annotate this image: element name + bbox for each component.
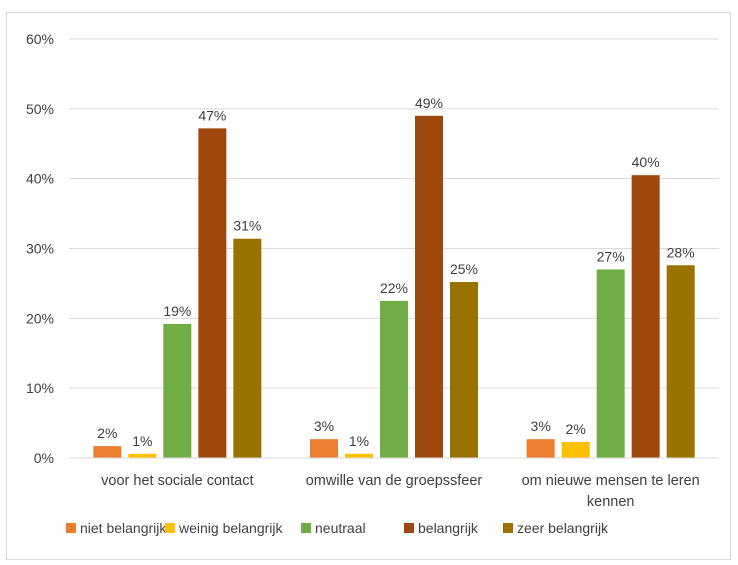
bar-neutraal [380,300,408,458]
legend-label: zeer belangrijk [517,520,609,536]
bar-belangrijk [631,175,660,459]
bar-niet-belangrijk [310,439,338,458]
bar-weinig-belangrijk [561,441,590,458]
bar-weinig-belangrijk [128,453,157,458]
y-tick-label: 30% [26,241,54,257]
data-label: 1% [349,433,369,449]
legend-swatch [165,523,175,533]
bar-niet-belangrijk [526,439,555,458]
data-label: 47% [198,107,226,123]
bar-zeer-belangrijk [666,265,695,458]
bar-chart: 0% 10% 20% 30% 40% 50% 60% 2% 1% 19% 47% 31% 3% 1% 22… [26,31,719,536]
data-label: 28% [667,244,695,260]
data-label: 31% [233,218,261,234]
y-axis: 0% 10% 20% 30% 40% 50% 60% [26,31,54,466]
bar-niet-belangrijk [93,446,122,458]
data-label: 27% [597,248,625,264]
data-label: 1% [132,433,152,449]
bar-neutraal [163,323,192,458]
x-tick-label: voor het sociale contact [101,473,253,489]
bar-neutraal [596,269,625,458]
data-label: 49% [415,95,443,111]
y-tick-label: 50% [26,101,54,117]
y-tick-label: 20% [26,310,54,326]
x-axis: voor het sociale contact omwille van de g… [69,457,719,510]
legend-swatch [503,523,513,533]
data-label: 19% [163,303,191,319]
chart-area: 0% 10% 20% 30% 40% 50% 60% 2% 1% 19% 47% 31% 3% 1% 22… [6,12,731,560]
data-label: 25% [450,261,478,277]
data-labels: 2% 1% 19% 47% 31% 3% 1% 22% 49% 25% 3% 2% 27% 40% 28% [97,95,694,449]
data-label: 22% [380,280,408,296]
x-tick-label: om nieuwe mensen te leren [522,473,700,489]
legend-label: niet belangrijk [80,520,167,536]
bar-zeer-belangrijk [450,282,478,458]
legend-swatch [66,523,76,533]
bar-weinig-belangrijk [345,453,373,458]
y-tick-label: 60% [26,31,54,47]
data-label: 40% [632,154,660,170]
legend-swatch [301,523,311,533]
legend-label: belangrijk [418,520,479,536]
legend-label: weinig belangrijk [178,520,284,536]
x-tick-label: omwille van de groepssfeer [306,473,483,489]
bars [93,115,695,459]
legend-label: neutraal [315,520,366,536]
legend: niet belangrijk weinig belangrijk neutraal… [66,520,609,536]
y-tick-label: 10% [26,380,54,396]
bar-belangrijk [415,115,443,459]
data-label: 2% [566,421,586,437]
x-tick-label: kennen [587,494,635,510]
data-label: 3% [314,418,334,434]
legend-swatch [404,523,414,533]
data-label: 3% [531,418,551,434]
bar-belangrijk [198,128,227,458]
y-tick-label: 40% [26,171,54,187]
y-tick-label: 0% [34,450,54,466]
bar-zeer-belangrijk [233,238,262,458]
data-label: 2% [97,425,117,441]
